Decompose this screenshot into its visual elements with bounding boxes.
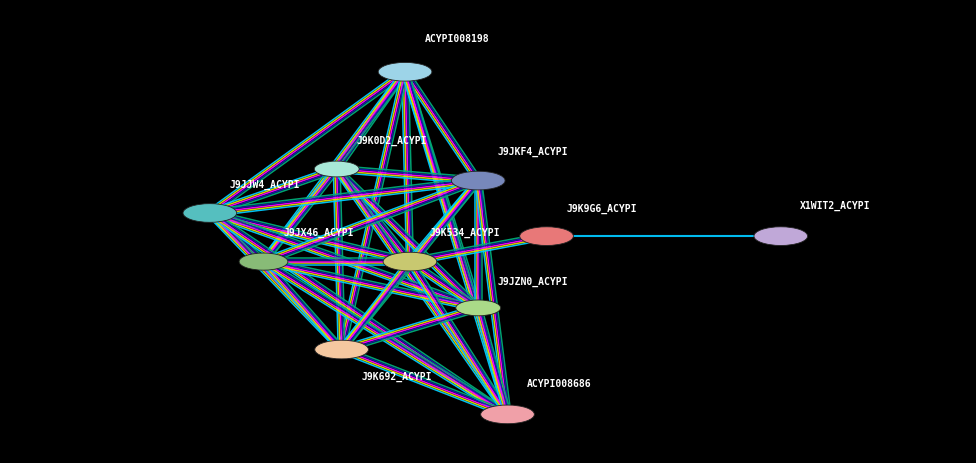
Ellipse shape bbox=[456, 300, 501, 316]
Text: X1WIT2_ACYPI: X1WIT2_ACYPI bbox=[800, 200, 871, 211]
Text: J9JZN0_ACYPI: J9JZN0_ACYPI bbox=[498, 277, 568, 287]
Text: ACYPI008686: ACYPI008686 bbox=[527, 379, 591, 389]
Text: J9K9G6_ACYPI: J9K9G6_ACYPI bbox=[566, 204, 636, 214]
Ellipse shape bbox=[314, 340, 368, 359]
Ellipse shape bbox=[520, 227, 574, 245]
Ellipse shape bbox=[314, 161, 359, 177]
Ellipse shape bbox=[754, 227, 808, 245]
Ellipse shape bbox=[239, 253, 288, 270]
Text: J9JJW4_ACYPI: J9JJW4_ACYPI bbox=[229, 180, 300, 190]
Text: J9JKF4_ACYPI: J9JKF4_ACYPI bbox=[498, 147, 568, 157]
Ellipse shape bbox=[383, 252, 436, 271]
Text: J9K692_ACYPI: J9K692_ACYPI bbox=[361, 372, 431, 382]
Text: J9K534_ACYPI: J9K534_ACYPI bbox=[429, 228, 500, 238]
Ellipse shape bbox=[379, 63, 431, 81]
Text: J9K0D2_ACYPI: J9K0D2_ACYPI bbox=[356, 136, 427, 146]
Text: ACYPI008198: ACYPI008198 bbox=[425, 34, 489, 44]
Ellipse shape bbox=[452, 171, 506, 190]
Ellipse shape bbox=[183, 204, 237, 222]
Ellipse shape bbox=[481, 405, 535, 424]
Text: J9JX46_ACYPI: J9JX46_ACYPI bbox=[283, 228, 353, 238]
